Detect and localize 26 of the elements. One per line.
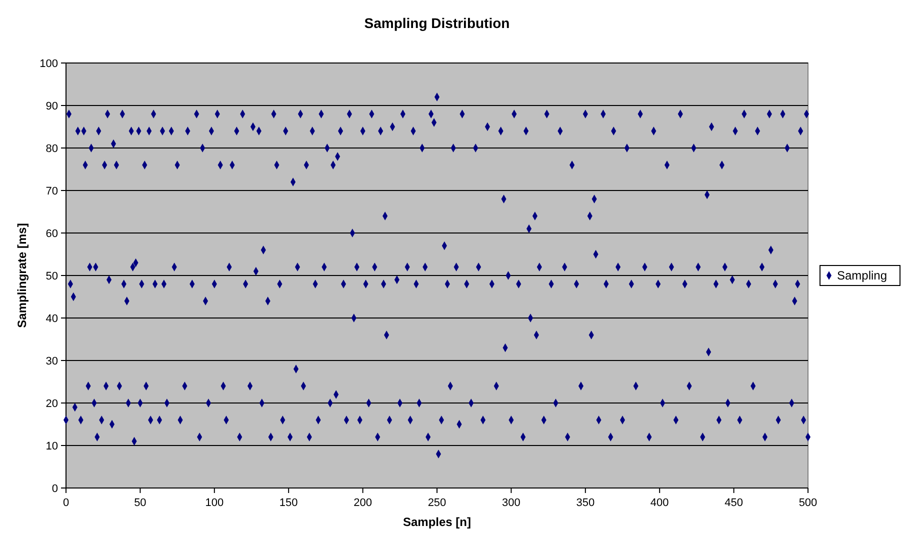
x-tick-label: 150 — [279, 497, 298, 509]
y-tick-label: 60 — [46, 228, 58, 240]
chart-title: Sampling Distribution — [364, 15, 510, 31]
y-tick-label: 10 — [46, 440, 58, 452]
y-tick-label: 30 — [46, 355, 58, 368]
y-axis-title: Samplingrate [ms] — [15, 223, 29, 328]
y-tick-label: 70 — [46, 185, 58, 198]
x-tick-label: 0 — [62, 497, 70, 509]
y-tick-label: 100 — [40, 58, 58, 70]
y-tick-label: 80 — [46, 142, 58, 155]
x-tick-label: 200 — [354, 497, 372, 509]
x-tick-label: 250 — [428, 497, 446, 509]
x-axis-title: Samples [n] — [402, 515, 472, 529]
y-tick-label: 20 — [46, 398, 58, 410]
y-tick-label: 40 — [46, 312, 58, 325]
x-tick-label: 100 — [205, 497, 224, 509]
x-tick-label: 300 — [502, 497, 520, 509]
x-tick-label: 500 — [798, 497, 818, 509]
y-tick-label: 50 — [46, 270, 58, 282]
y-tick-label: 0 — [52, 482, 58, 495]
x-tick-label: 350 — [576, 497, 595, 509]
x-tick-label: 400 — [650, 497, 669, 509]
y-tick-label: 90 — [46, 100, 58, 112]
x-tick-label: 50 — [134, 497, 146, 509]
legend-label: Sampling — [837, 268, 888, 283]
x-tick-label: 450 — [724, 497, 743, 509]
